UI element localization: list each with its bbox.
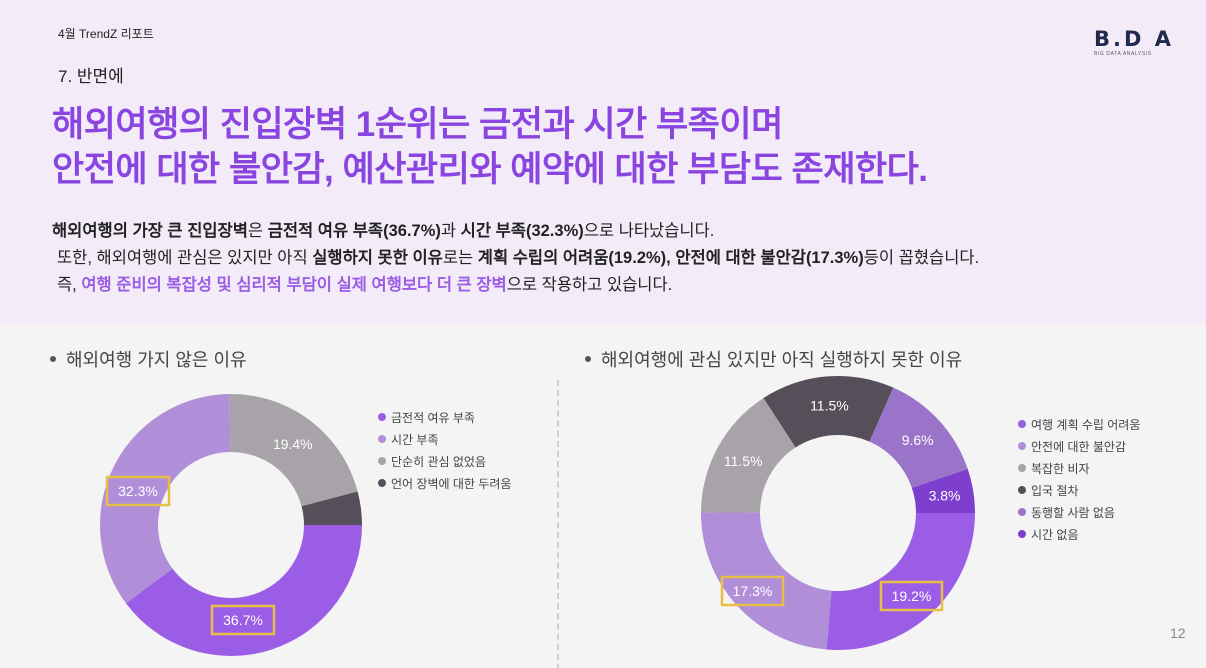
summary-paragraph-1: 해외여행의 가장 큰 진입장벽은 금전적 여유 부족(36.7%)과 시간 부족…: [52, 218, 979, 245]
slice-label: 3.8%: [929, 487, 961, 503]
text-run: 또한, 해외여행에 관심은 있지만 아직: [57, 249, 313, 267]
text-run: 등이 꼽혔습니다.: [863, 249, 980, 267]
text-run: 즉,: [57, 276, 82, 294]
legend-item: 금전적 여유 부족: [378, 406, 511, 428]
headline: 해외여행의 진입장벽 1순위는 금전과 시간 부족이며 안전에 대한 불안감, …: [52, 102, 928, 192]
text-run: 실행하지 못한 이유: [312, 249, 443, 267]
legend-swatch-icon: [1018, 486, 1026, 494]
donut-slice: [229, 394, 358, 507]
text-run: 여행 준비의 복잡성 및 심리적 부담이 실제 여행보다 더 큰 장벽: [81, 276, 507, 294]
legend-swatch-icon: [378, 457, 386, 465]
bullet-icon: [50, 356, 56, 363]
text-run: 은: [247, 222, 268, 240]
headline-line-1: 해외여행의 진입장벽 1순위는 금전과 시간 부족이며: [52, 105, 783, 144]
logo-sub-text: BIG DATA ANALYSIS: [1094, 51, 1152, 57]
slice-label: 36.7%: [223, 612, 263, 628]
legend-label: 시간 부족: [391, 432, 439, 447]
legend-item: 시간 없음: [1018, 523, 1140, 545]
legend-swatch-icon: [378, 435, 386, 443]
donut-slice: [701, 398, 796, 513]
legend-swatch-icon: [1018, 508, 1026, 516]
legend-label: 입국 절차: [1031, 483, 1079, 498]
summary-panel: [0, 0, 1206, 324]
donut-slice: [125, 525, 362, 657]
legend-label: 금전적 여유 부족: [391, 410, 475, 425]
text-run: 로는: [442, 249, 478, 267]
text-run: 금전적 여유 부족(36.7%): [267, 222, 441, 240]
legend-swatch-icon: [378, 479, 386, 487]
legend-item: 단순히 관심 없었음: [378, 450, 511, 472]
legend-label: 언어 장벽에 대한 두려움: [391, 476, 512, 491]
text-run: 해외여행의 가장 큰 진입장벽: [52, 222, 248, 240]
legend-item: 언어 장벽에 대한 두려움: [378, 472, 511, 494]
legend-swatch-icon: [1018, 464, 1026, 472]
legend-label: 안전에 대한 불안감: [1031, 439, 1126, 454]
section-label: 7. 반면에: [58, 67, 124, 86]
summary-paragraph-3: 즉, 여행 준비의 복잡성 및 심리적 부담이 실제 여행보다 더 큰 장벽으로…: [52, 272, 979, 299]
chart-title-left: 해외여행 가지 않은 이유: [50, 346, 247, 372]
donut-slice: [763, 376, 894, 448]
donut-slice: [301, 491, 362, 525]
donut-slice: [911, 468, 975, 513]
slice-label: 32.3%: [118, 483, 158, 499]
legend-label: 시간 없음: [1031, 527, 1079, 542]
page-number: 12: [1170, 625, 1186, 641]
text-run: 으로 작용하고 있습니다.: [506, 276, 673, 294]
chart-title-right: 해외여행에 관심 있지만 아직 실행하지 못한 이유: [585, 346, 962, 372]
dashed-divider: [557, 380, 559, 668]
legend-swatch-icon: [1018, 442, 1026, 450]
highlight-box: [105, 475, 171, 507]
legend-label: 여행 계획 수립 어려움: [1031, 417, 1141, 432]
report-label: 4월 TrendZ 리포트: [58, 27, 154, 41]
legend-item: 복잡한 비자: [1018, 457, 1140, 479]
headline-line-2: 안전에 대한 불안감, 예산관리와 예약에 대한 부담도 존재한다.: [52, 150, 928, 189]
summary-text: 해외여행의 가장 큰 진입장벽은 금전적 여유 부족(36.7%)과 시간 부족…: [52, 218, 979, 299]
legend-item: 여행 계획 수립 어려움: [1018, 413, 1140, 435]
text-run: 시간 부족(32.3%): [460, 222, 584, 240]
slice-label: 17.3%: [733, 583, 773, 599]
slice-label: 11.5%: [724, 453, 763, 469]
legend-item: 시간 부족: [378, 428, 511, 450]
highlight-box: [720, 575, 785, 607]
text-run: 과: [440, 222, 461, 240]
donut-slice: [99, 394, 231, 604]
text-run: 으로 나타났습니다.: [583, 222, 715, 240]
text-run: 계획 수립의 어려움(19.2%), 안전에 대한 불안감(17.3%): [477, 249, 864, 267]
donut-slice: [700, 512, 832, 650]
highlight-box: [210, 604, 276, 636]
legend-label: 단순히 관심 없었음: [391, 454, 486, 469]
legend-swatch-icon: [378, 413, 386, 421]
bda-logo: B.D A BIG DATA ANALYSIS: [1094, 28, 1174, 58]
slice-label: 19.4%: [273, 436, 313, 452]
legend-item: 동행할 사람 없음: [1018, 501, 1140, 523]
legend-swatch-icon: [1018, 530, 1026, 538]
logo-main-text: B.D A: [1094, 27, 1174, 51]
donut-slice: [869, 387, 968, 488]
slice-label: 9.6%: [902, 432, 934, 448]
legend-swatch-icon: [1018, 420, 1026, 428]
legend-label: 동행할 사람 없음: [1031, 505, 1115, 520]
slice-label: 11.5%: [810, 397, 849, 413]
legend-label: 복잡한 비자: [1031, 461, 1090, 476]
legend-item: 입국 절차: [1018, 479, 1140, 501]
legend-item: 안전에 대한 불안감: [1018, 435, 1140, 457]
bullet-icon: [585, 356, 591, 363]
slice-label: 19.2%: [892, 588, 932, 604]
highlight-box: [879, 580, 944, 612]
summary-paragraph-2: 또한, 해외여행에 관심은 있지만 아직 실행하지 못한 이유로는 계획 수립의…: [52, 245, 979, 272]
